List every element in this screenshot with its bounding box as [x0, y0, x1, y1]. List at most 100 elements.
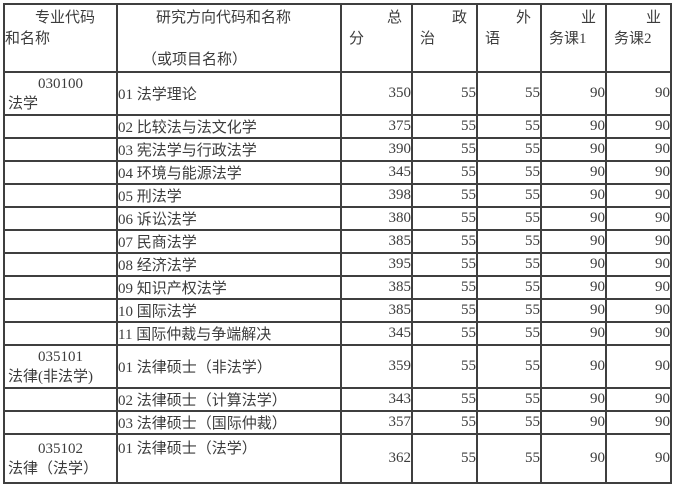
total-score-cell: 390 — [340, 137, 413, 162]
major-code: 035101 — [38, 348, 83, 365]
course2-score-cell: 90 — [605, 410, 672, 435]
course1-score-cell: 90 — [540, 71, 607, 116]
politics-score-cell: 55 — [411, 252, 478, 277]
major-code: 030100 — [38, 75, 83, 92]
table-row: 07 民商法学 385 55 55 90 90 — [3, 229, 672, 254]
foreign-language-score-cell: 55 — [476, 433, 542, 484]
header-course2-line2: 务课2 — [614, 31, 652, 47]
table-row: 02 法律硕士（计算法学） 343 55 55 90 90 — [3, 387, 672, 412]
score-table: 专业代码 和名称 研究方向代码和名称 （或项目名称） 总 分 政 治 外 — [3, 3, 672, 484]
major-name: 法律(非法学) — [8, 368, 93, 385]
table-row: 11 国际仲裁与争端解决 345 55 55 90 90 — [3, 321, 672, 346]
major-code-cell: 030100 法学 — [3, 71, 118, 116]
course1-score-cell: 90 — [540, 321, 607, 346]
major-code-cell — [3, 137, 118, 162]
course2-score-cell: 90 — [605, 344, 672, 389]
header-direction-line1: 研究方向代码和名称 — [156, 10, 292, 26]
table-row: 10 国际法学 385 55 55 90 90 — [3, 298, 672, 323]
major-code-cell — [3, 275, 118, 300]
table-row: 02 比较法与法文化学 375 55 55 90 90 — [3, 114, 672, 139]
course1-score-cell: 90 — [540, 114, 607, 139]
direction-cell: 05 刑法学 — [116, 183, 342, 208]
table-row: 08 经济法学 395 55 55 90 90 — [3, 252, 672, 277]
foreign-language-score-cell: 55 — [476, 387, 542, 412]
foreign-language-score-cell: 55 — [476, 410, 542, 435]
direction-cell: 06 诉讼法学 — [116, 206, 342, 231]
course1-score-cell: 90 — [540, 160, 607, 185]
header-total: 总 分 — [340, 3, 413, 73]
table-row: 06 诉讼法学 380 55 55 90 90 — [3, 206, 672, 231]
course2-score-cell: 90 — [605, 387, 672, 412]
major-code-cell — [3, 183, 118, 208]
total-score-cell: 395 — [340, 252, 413, 277]
politics-score-cell: 55 — [411, 229, 478, 254]
total-score-cell: 375 — [340, 114, 413, 139]
total-score-cell: 345 — [340, 321, 413, 346]
course1-score-cell: 90 — [540, 387, 607, 412]
course2-score-cell: 90 — [605, 137, 672, 162]
politics-score-cell: 55 — [411, 344, 478, 389]
direction-cell: 01 法律硕士（法学） — [116, 433, 342, 484]
politics-score-cell: 55 — [411, 433, 478, 484]
politics-score-cell: 55 — [411, 387, 478, 412]
header-foreign-language-line2: 语 — [485, 31, 501, 47]
politics-score-cell: 55 — [411, 298, 478, 323]
direction-cell: 02 比较法与法文化学 — [116, 114, 342, 139]
header-course1-line2: 务课1 — [549, 31, 587, 47]
total-score-cell: 385 — [340, 298, 413, 323]
table-row: 04 环境与能源法学 345 55 55 90 90 — [3, 160, 672, 185]
total-score-cell: 398 — [340, 183, 413, 208]
foreign-language-score-cell: 55 — [476, 160, 542, 185]
table-row: 035102 法律（法学） 01 法律硕士（法学） 362 55 55 90 9… — [3, 433, 672, 484]
course2-score-cell: 90 — [605, 275, 672, 300]
foreign-language-score-cell: 55 — [476, 183, 542, 208]
course2-score-cell: 90 — [605, 71, 672, 116]
direction-cell: 10 国际法学 — [116, 298, 342, 323]
header-direction: 研究方向代码和名称 （或项目名称） — [116, 3, 342, 73]
header-course1: 业 务课1 — [540, 3, 607, 73]
total-score-cell: 343 — [340, 387, 413, 412]
direction-cell: 01 法律硕士（非法学） — [116, 344, 342, 389]
direction-cell: 04 环境与能源法学 — [116, 160, 342, 185]
table-body: 030100 法学 01 法学理论 350 55 55 90 90 02 比较法… — [3, 71, 672, 484]
header-politics-line2: 治 — [420, 31, 436, 47]
table-row: 03 宪法学与行政法学 390 55 55 90 90 — [3, 137, 672, 162]
course2-score-cell: 90 — [605, 321, 672, 346]
major-code-cell — [3, 252, 118, 277]
course1-score-cell: 90 — [540, 183, 607, 208]
course1-score-cell: 90 — [540, 275, 607, 300]
course2-score-cell: 90 — [605, 298, 672, 323]
course1-score-cell: 90 — [540, 137, 607, 162]
header-politics-line1: 政 — [451, 10, 467, 26]
total-score-cell: 357 — [340, 410, 413, 435]
major-code-cell — [3, 298, 118, 323]
direction-cell: 03 宪法学与行政法学 — [116, 137, 342, 162]
politics-score-cell: 55 — [411, 160, 478, 185]
course1-score-cell: 90 — [540, 298, 607, 323]
course2-score-cell: 90 — [605, 160, 672, 185]
direction-cell: 01 法学理论 — [116, 71, 342, 116]
major-code-cell — [3, 206, 118, 231]
course2-score-cell: 90 — [605, 183, 672, 208]
header-foreign-language-line1: 外 — [515, 10, 531, 26]
course2-score-cell: 90 — [605, 433, 672, 484]
foreign-language-score-cell: 55 — [476, 298, 542, 323]
major-name: 法学 — [8, 95, 39, 112]
major-code-cell — [3, 114, 118, 139]
course2-score-cell: 90 — [605, 114, 672, 139]
direction-cell: 03 法律硕士（国际仲裁） — [116, 410, 342, 435]
header-row: 专业代码 和名称 研究方向代码和名称 （或项目名称） 总 分 政 治 外 — [3, 3, 672, 73]
foreign-language-score-cell: 55 — [476, 137, 542, 162]
politics-score-cell: 55 — [411, 206, 478, 231]
direction-cell: 11 国际仲裁与争端解决 — [116, 321, 342, 346]
direction-cell: 02 法律硕士（计算法学） — [116, 387, 342, 412]
table-row: 035101 法律(非法学) 01 法律硕士（非法学） 359 55 55 90… — [3, 344, 672, 389]
major-code-cell: 035102 法律（法学） — [3, 433, 118, 484]
major-code: 035102 — [38, 440, 83, 457]
major-code-cell — [3, 229, 118, 254]
foreign-language-score-cell: 55 — [476, 71, 542, 116]
header-course2: 业 务课2 — [605, 3, 672, 73]
major-code-cell: 035101 法律(非法学) — [3, 344, 118, 389]
politics-score-cell: 55 — [411, 410, 478, 435]
header-major-code: 专业代码 和名称 — [3, 3, 118, 73]
